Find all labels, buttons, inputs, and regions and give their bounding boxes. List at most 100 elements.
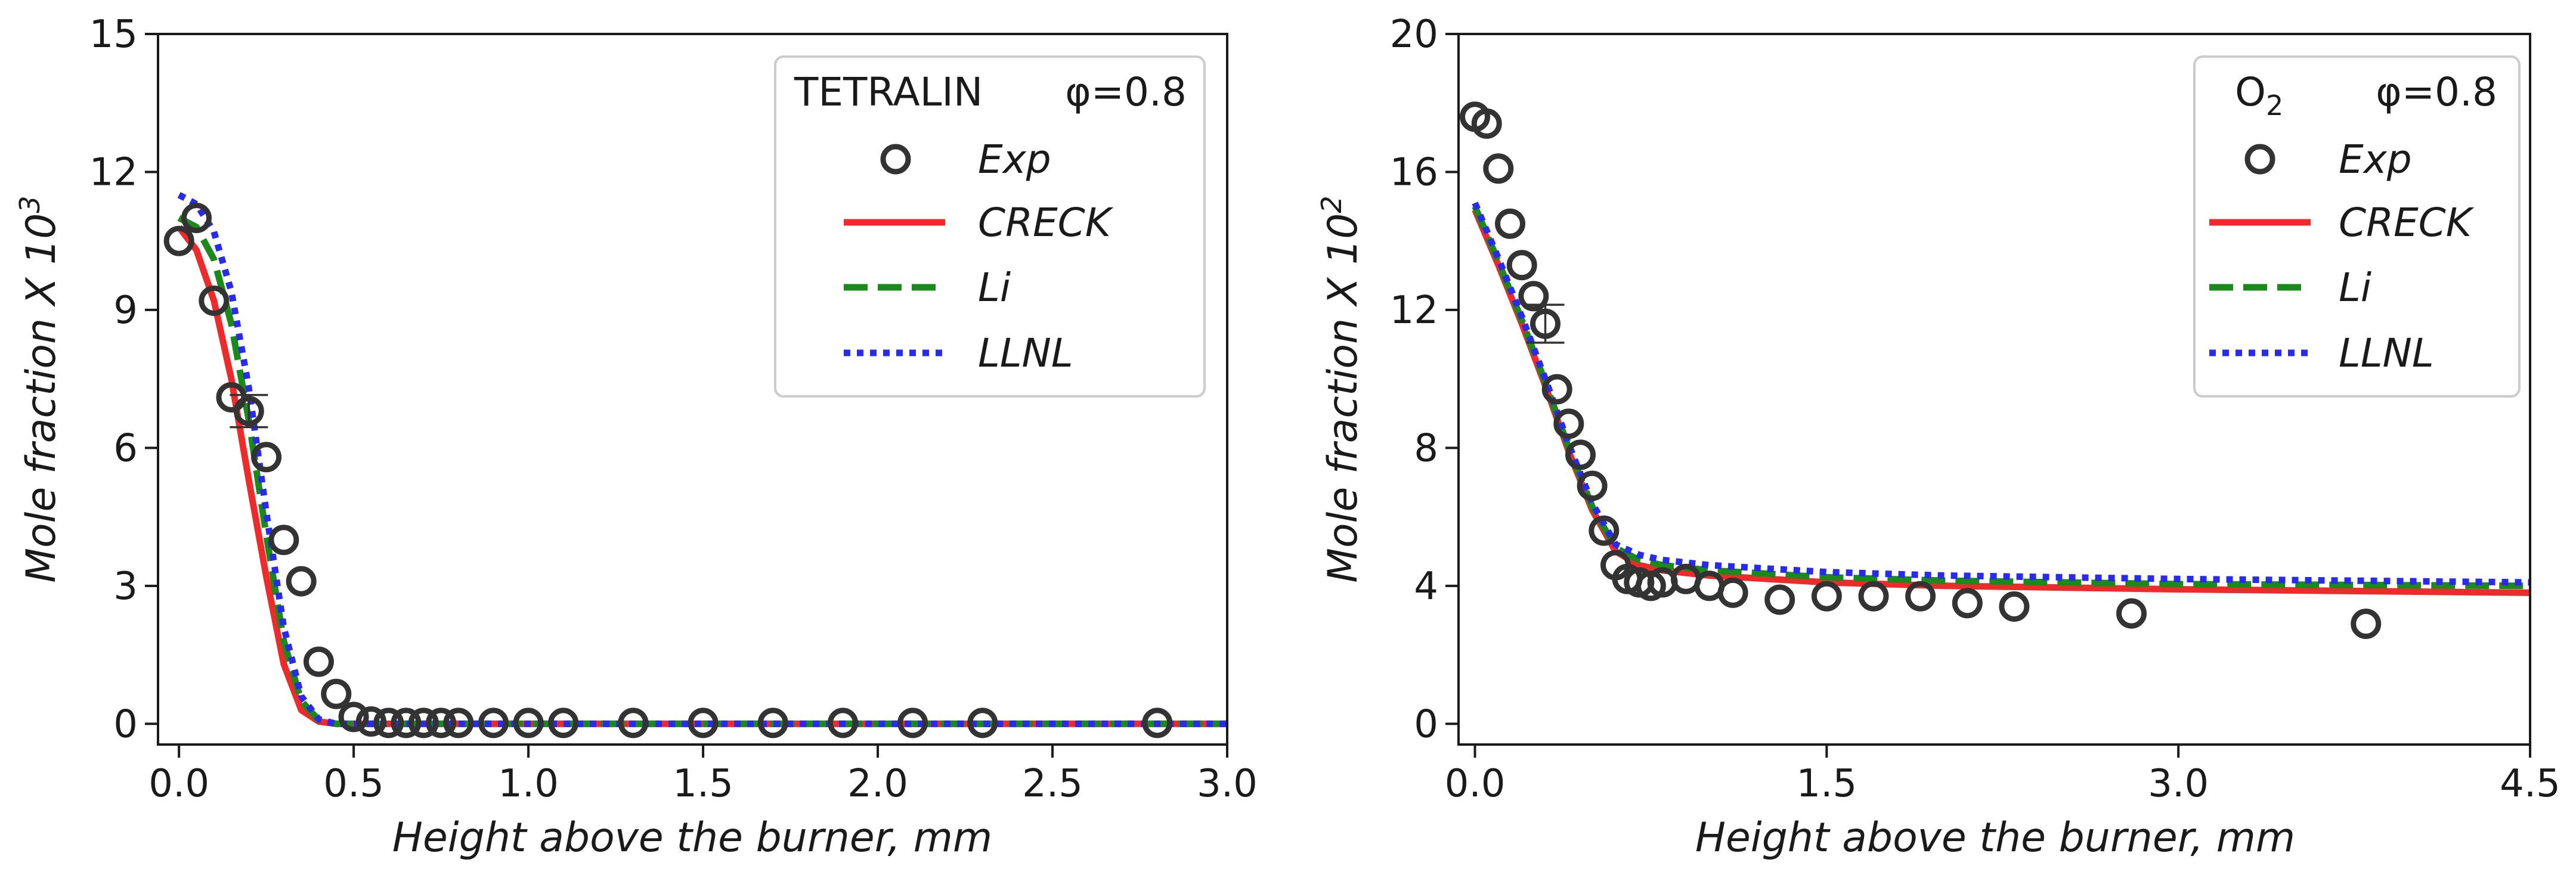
left-y-tick-label: 6 [113, 426, 138, 470]
left-exp-point [688, 708, 719, 739]
right-plot-area [1460, 101, 2530, 639]
left-exp-point [391, 708, 422, 739]
left-x-tick-label: 1.0 [498, 762, 559, 806]
left-y-tick-label: 9 [113, 289, 138, 333]
right-exp-point [1518, 281, 1549, 312]
left-x-tick-label: 3.0 [1197, 762, 1258, 806]
right-exp-point [1553, 408, 1584, 439]
right-y-tick-label: 20 [1390, 13, 1438, 57]
left-x-tick-label: 0.0 [148, 762, 209, 806]
right-legend-phi: φ=0.8 [2376, 69, 2497, 115]
right-exp-point [2116, 598, 2147, 629]
left-y-ticks: 0 3 6 9 12 15 [89, 13, 158, 746]
left-legend: TETRALIN φ=0.8 Exp CRECK Li LLNL [774, 55, 1206, 398]
left-series-li-line [177, 215, 1227, 727]
left-exp-point [338, 702, 369, 733]
right-x-axis-label: Height above the burner, mm [1695, 814, 2295, 861]
right-y-tick-label: 8 [1414, 426, 1438, 470]
left-legend-llnl-label: LLNL [978, 330, 1073, 376]
right-y-tick-label: 16 [1390, 150, 1438, 194]
right-legend-title: O2 [2235, 69, 2283, 122]
right-exp-point [1495, 208, 1525, 239]
left-exp-point [321, 678, 352, 709]
right-x-tick-label: 4.5 [2500, 762, 2560, 806]
left-x-axis-label: Height above the burner, mm [392, 814, 992, 861]
right-exp-point [1952, 588, 1983, 619]
left-legend-title: TETRALIN [794, 69, 983, 115]
right-exp-point [1577, 470, 1608, 501]
left-legend-exp-label: Exp [978, 137, 1051, 182]
left-y-tick-label: 12 [89, 150, 138, 194]
left-exp-point [268, 525, 299, 556]
left-legend-creck-label: CRECK [978, 200, 1114, 246]
left-legend-li-label: Li [978, 265, 1011, 311]
right-exp-point [1483, 153, 1514, 184]
left-y-tick-label: 3 [113, 565, 138, 609]
right-x-tick-label: 0.0 [1445, 762, 1506, 806]
right-x-tick-label: 3.0 [2148, 762, 2209, 806]
right-exp-point [1565, 439, 1596, 470]
left-x-tick-label: 2.0 [847, 762, 908, 806]
left-axes-frame [157, 33, 1228, 746]
left-x-tick-label: 1.5 [673, 762, 733, 806]
right-exp-point [1811, 581, 1842, 612]
left-exp-point [897, 708, 928, 739]
left-exp-point [408, 708, 439, 739]
right-axes-frame [1457, 33, 2531, 746]
left-x-ticks: 0.0 0.5 1.0 1.5 2.0 2.5 3.0 [148, 745, 1258, 806]
left-exp-point [513, 708, 544, 739]
left-y-tick-label: 0 [113, 702, 138, 746]
left-exp-point [426, 708, 457, 739]
left-panel: 0.0 0.5 1.0 1.5 2.0 2.5 3.0 0 3 6 9 12 15 Height ab… [14, 13, 1258, 861]
left-legend-phi: φ=0.8 [1065, 69, 1187, 115]
right-exp-point [1471, 108, 1502, 139]
right-y-tick-label: 4 [1414, 565, 1438, 609]
left-exp-point [181, 203, 212, 234]
left-series-llnl-line [177, 192, 1227, 727]
right-legend-li-label: Li [2339, 265, 2372, 311]
left-exp-point [548, 708, 579, 739]
left-exp-point [618, 708, 649, 739]
right-series-li-line [1472, 205, 2530, 590]
right-exp-point [1506, 250, 1537, 281]
left-exp-point [199, 286, 230, 316]
right-legend-creck-label: CRECK [2339, 200, 2475, 246]
right-legend-box [2193, 55, 2521, 398]
left-exp-point [163, 225, 194, 256]
left-y-axis-label: Mole fraction X 103 [14, 196, 65, 582]
right-exp-point [1858, 581, 1889, 612]
right-exp-point [1541, 374, 1572, 405]
left-y-tick-label: 15 [89, 13, 138, 57]
left-exp-point [757, 708, 788, 739]
left-exp-point [1142, 708, 1173, 739]
right-exp-point [1999, 591, 2030, 622]
right-x-ticks: 0.0 1.5 3.0 4.5 [1445, 745, 2560, 806]
left-exp-point [251, 442, 282, 473]
left-exp-point [443, 708, 474, 739]
right-legend-exp-marker [2244, 144, 2275, 175]
right-x-tick-label: 1.5 [1796, 762, 1857, 806]
right-exp-point [2351, 609, 2382, 639]
left-exp-point [304, 646, 334, 677]
left-x-tick-label: 0.5 [323, 762, 384, 806]
left-exp-point [478, 708, 509, 739]
right-y-axis-label: Mole fraction X 102 [1315, 196, 1367, 582]
left-x-tick-label: 2.5 [1022, 762, 1083, 806]
right-panel: 0.0 1.5 3.0 4.5 0 4 8 12 16 20 Height above the … [1315, 13, 2560, 861]
right-exp-point [1717, 577, 1748, 608]
left-legend-box [774, 55, 1206, 398]
right-exp-point [1764, 584, 1795, 615]
left-legend-exp-marker [880, 144, 911, 175]
left-exp-point [828, 708, 858, 739]
left-plot-area [163, 192, 1227, 739]
right-legend-exp-label: Exp [2339, 137, 2412, 182]
left-exp-point [286, 566, 317, 597]
left-exp-point [967, 708, 998, 739]
right-exp-point [1589, 515, 1620, 546]
right-legend: O2 φ=0.8 Exp CRECK Li LLNL [2193, 55, 2521, 398]
right-legend-llnl-label: LLNL [2339, 330, 2434, 376]
right-series-llnl-line [1472, 201, 2530, 586]
right-exp-point [1905, 581, 1936, 612]
right-y-tick-label: 12 [1390, 289, 1438, 333]
